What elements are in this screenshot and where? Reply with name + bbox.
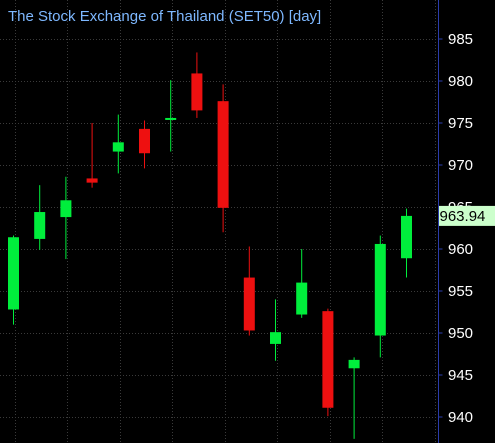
candle bbox=[296, 249, 308, 318]
candle bbox=[348, 357, 360, 439]
candle-body bbox=[86, 178, 98, 183]
axis-tick-label: 950 bbox=[448, 325, 473, 342]
candle-body bbox=[401, 215, 412, 259]
candle bbox=[139, 120, 150, 169]
candle-body bbox=[165, 117, 177, 120]
candle bbox=[8, 235, 19, 325]
axis-tick-label: 960 bbox=[448, 241, 473, 258]
last-price-box bbox=[439, 205, 495, 226]
candle-body bbox=[8, 237, 19, 310]
candle bbox=[217, 84, 229, 233]
candle-body bbox=[191, 73, 203, 111]
axis-tick-label: 955 bbox=[448, 283, 473, 300]
candles bbox=[8, 52, 412, 439]
candle bbox=[60, 176, 72, 260]
axis-tick-label: 970 bbox=[448, 157, 473, 174]
candle bbox=[165, 80, 177, 152]
axis-tick-label: 975 bbox=[448, 115, 473, 132]
candle-body bbox=[322, 311, 334, 408]
candle-body bbox=[270, 332, 281, 344]
candle-body bbox=[243, 277, 255, 331]
candle-body bbox=[296, 282, 308, 315]
axis-tick-label: 985 bbox=[448, 31, 473, 48]
candle bbox=[86, 123, 98, 188]
candle bbox=[322, 308, 334, 417]
candle-body bbox=[60, 200, 72, 218]
axis-tick-label: 945 bbox=[448, 367, 473, 384]
candle bbox=[374, 235, 386, 358]
candle bbox=[191, 52, 203, 118]
axis-tick-label: 980 bbox=[448, 73, 473, 90]
candle bbox=[112, 114, 124, 174]
candle-body bbox=[348, 359, 360, 369]
price-axis-labels: 940945950955960965970975980985 bbox=[438, 31, 473, 426]
last-price-marker: 963.94 bbox=[439, 205, 495, 226]
candle-body bbox=[139, 128, 150, 154]
candle bbox=[34, 185, 46, 250]
chart-title: The Stock Exchange of Thailand (SET50) [… bbox=[8, 8, 321, 25]
candle-body bbox=[34, 212, 46, 239]
candle bbox=[243, 246, 255, 336]
candle bbox=[270, 299, 281, 361]
last-price-label: 963.94 bbox=[440, 208, 486, 225]
candle-body bbox=[217, 101, 229, 208]
candle-body bbox=[374, 243, 386, 336]
axis-tick-label: 940 bbox=[448, 409, 473, 426]
candle-body bbox=[112, 142, 124, 152]
candle bbox=[401, 208, 412, 278]
